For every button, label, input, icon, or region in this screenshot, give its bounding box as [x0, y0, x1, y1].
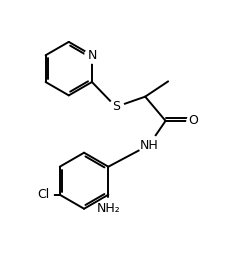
- Text: NH: NH: [140, 139, 159, 152]
- Text: S: S: [112, 100, 120, 113]
- Text: NH₂: NH₂: [97, 202, 120, 215]
- Text: O: O: [189, 114, 198, 127]
- Text: Cl: Cl: [37, 188, 49, 201]
- Text: N: N: [87, 49, 97, 62]
